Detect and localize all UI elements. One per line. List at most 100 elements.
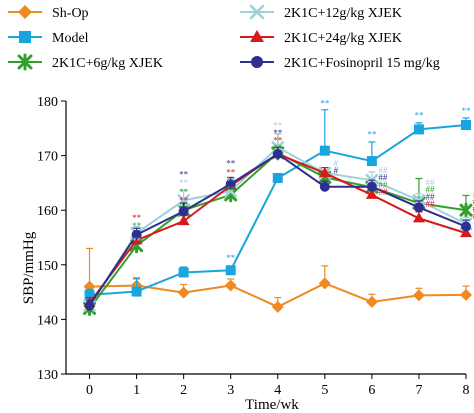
legend-item: 2K1C+Fosinopril 15 mg/kg	[240, 56, 440, 71]
significance-annotation: **	[462, 106, 472, 116]
significance-annotation: ##	[473, 211, 474, 221]
data-point	[225, 265, 236, 276]
significance-annotation: **	[179, 169, 189, 179]
series-1	[84, 109, 471, 300]
legend-item: 2K1C+6g/kg XJEK	[8, 53, 163, 71]
data-point	[178, 206, 189, 217]
data-point	[461, 120, 471, 131]
data-point	[318, 277, 331, 290]
legend-item: 2K1C+12g/kg XJEK	[240, 4, 402, 21]
x-tick-label: 0	[86, 383, 93, 398]
significance-annotation: ##	[425, 178, 435, 188]
data-point	[271, 300, 284, 313]
x-tick-label: 1	[133, 383, 140, 398]
series-0	[83, 247, 472, 313]
y-axis-title: SBP/mmHg	[21, 231, 37, 304]
legend-swatch-marker	[251, 56, 263, 68]
data-point	[84, 300, 95, 311]
data-point	[365, 188, 378, 199]
annotation-layer: ****************************************…	[132, 98, 474, 263]
significance-annotation: ##	[425, 199, 435, 209]
y-tick-label: 140	[37, 313, 58, 328]
legend-item: 2K1C+24g/kg XJEK	[240, 30, 402, 46]
x-tick-label: 6	[368, 383, 375, 398]
x-tick-label: 4	[274, 383, 281, 398]
data-point	[319, 181, 330, 192]
data-point	[412, 212, 425, 223]
data-point	[177, 286, 190, 299]
data-point	[177, 215, 190, 226]
data-point	[131, 229, 142, 240]
data-point	[413, 202, 424, 213]
data-point	[131, 286, 142, 297]
data-point	[225, 178, 236, 189]
significance-annotation: #	[334, 166, 339, 176]
x-axis-title: Time/wk	[245, 397, 299, 413]
y-tick-label: 150	[37, 259, 58, 274]
y-tick-label: 160	[37, 204, 58, 219]
legend-label: 2K1C+Fosinopril 15 mg/kg	[284, 56, 440, 71]
x-tick-label: 8	[463, 383, 470, 398]
significance-annotation: **	[414, 110, 424, 120]
significance-annotation: #	[334, 159, 339, 169]
significance-annotation: ##	[473, 204, 474, 214]
legend-label: 2K1C+24g/kg XJEK	[284, 31, 402, 46]
data-point	[366, 156, 377, 167]
significance-annotation: **	[179, 187, 189, 197]
axes: 130 140 150 160 170 180 0 1 2 3 4 5 6 7 8	[37, 95, 470, 398]
significance-annotation: **	[226, 159, 236, 169]
significance-annotation: ##	[473, 197, 474, 207]
data-point	[318, 167, 331, 178]
significance-annotation: **	[226, 167, 236, 177]
series-line	[88, 146, 467, 307]
data-point	[460, 288, 472, 301]
significance-annotation: ##	[473, 190, 474, 200]
significance-annotation: **	[226, 176, 236, 186]
significance-annotation: **	[132, 221, 142, 231]
x-tick-label: 7	[415, 383, 422, 398]
x-tick-label: 3	[227, 383, 234, 398]
significance-annotation: **	[132, 236, 142, 246]
data-point	[224, 279, 237, 292]
x-tick-label: 2	[180, 383, 187, 398]
significance-annotation: **	[273, 128, 283, 138]
data-point	[319, 145, 330, 156]
legend-label: 2K1C+6g/kg XJEK	[52, 56, 163, 71]
significance-annotation: **	[132, 228, 142, 238]
significance-annotation: ##	[425, 192, 435, 202]
data-point	[177, 194, 190, 207]
x-tick-label: 5	[321, 383, 328, 398]
significance-annotation: **	[273, 136, 283, 146]
legend-item: Model	[8, 31, 89, 46]
significance-annotation: **	[273, 143, 283, 153]
legend-swatch-marker	[19, 31, 31, 43]
legend-swatch-marker	[249, 4, 265, 20]
significance-annotation: ##	[378, 166, 388, 176]
data-point	[460, 227, 472, 238]
series-5	[84, 146, 471, 311]
y-tick-label: 130	[37, 368, 58, 383]
legend-swatch-marker	[17, 53, 33, 71]
significance-annotation: **	[273, 120, 283, 130]
data-point	[365, 295, 378, 308]
legend-label: 2K1C+12g/kg XJEK	[284, 6, 402, 21]
significance-annotation: ##	[378, 180, 388, 190]
y-tick-label: 180	[37, 95, 58, 110]
data-point	[413, 124, 424, 135]
legend: Sh-Op 2K1C+12g/kg XJEK Model 2K1C+24g/kg XJ…	[8, 4, 440, 71]
legend-label: Model	[52, 31, 89, 46]
data-point	[459, 202, 473, 218]
significance-annotation: **	[132, 213, 142, 223]
legend-swatch-marker	[250, 30, 264, 42]
legend-swatch-marker	[18, 5, 32, 19]
data-point	[272, 172, 283, 183]
significance-annotation: **	[367, 130, 377, 140]
significance-annotation: **	[320, 98, 330, 108]
legend-item: Sh-Op	[8, 5, 89, 21]
y-tick-label: 170	[37, 150, 58, 165]
data-point	[272, 148, 283, 159]
data-point	[412, 289, 425, 302]
data-point	[366, 181, 377, 192]
significance-annotation: **	[179, 178, 189, 188]
